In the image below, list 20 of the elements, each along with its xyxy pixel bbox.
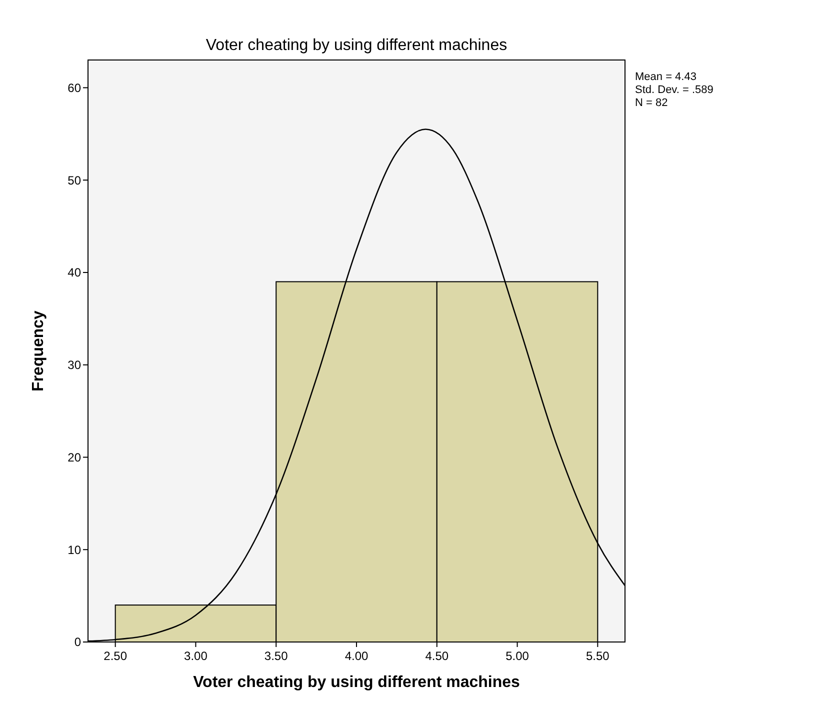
x-tick-label: 4.00 <box>344 649 368 663</box>
x-tick-label: 5.50 <box>586 649 610 663</box>
y-axis-title: Frequency <box>30 310 47 392</box>
x-tick-label: 3.00 <box>184 649 208 663</box>
x-tick-label: 4.50 <box>425 649 449 663</box>
text: Mean = 4.43 <box>635 71 696 83</box>
x-tick-label: 5.00 <box>506 649 530 663</box>
y-tick-label: 50 <box>68 173 82 188</box>
y-tick-label: 20 <box>68 450 82 464</box>
y-tick-label: 60 <box>68 80 82 95</box>
text: Std. Dev. = .589 <box>635 84 714 96</box>
y-tick-label: 0 <box>74 635 82 650</box>
y-tick-label: 40 <box>68 266 82 280</box>
x-tick-label: 3.50 <box>264 649 288 663</box>
chart-title: Voter cheating by using different machines <box>206 37 508 54</box>
y-tick-label: 10 <box>68 542 82 557</box>
x-axis-title: Voter cheating by using different machines <box>193 674 520 691</box>
text: N = 82 <box>635 97 668 109</box>
x-tick-label: 2.50 <box>104 649 128 663</box>
y-tick-label: 30 <box>68 358 82 372</box>
